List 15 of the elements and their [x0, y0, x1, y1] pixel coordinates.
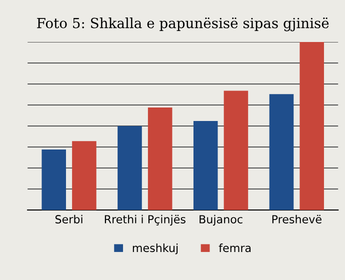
legend-label: femra — [218, 244, 251, 252]
bar — [72, 141, 96, 210]
bar — [148, 108, 172, 210]
x-tick-label: Rrethi i Pçinjës — [104, 214, 186, 226]
bar — [118, 126, 142, 210]
legend-label: meshkuj — [132, 244, 178, 254]
bar — [193, 120, 218, 210]
bar — [42, 150, 66, 210]
x-tick-label: Preshevë — [272, 214, 322, 224]
x-tick-label: Bujanoc — [200, 214, 242, 226]
bar — [300, 42, 324, 210]
x-tick-label: Serbi — [55, 214, 82, 224]
bar — [269, 94, 294, 210]
chart-title: Foto 5: Shkalla e papunësisë sipas gjinisë — [37, 17, 329, 32]
bar — [224, 90, 248, 210]
